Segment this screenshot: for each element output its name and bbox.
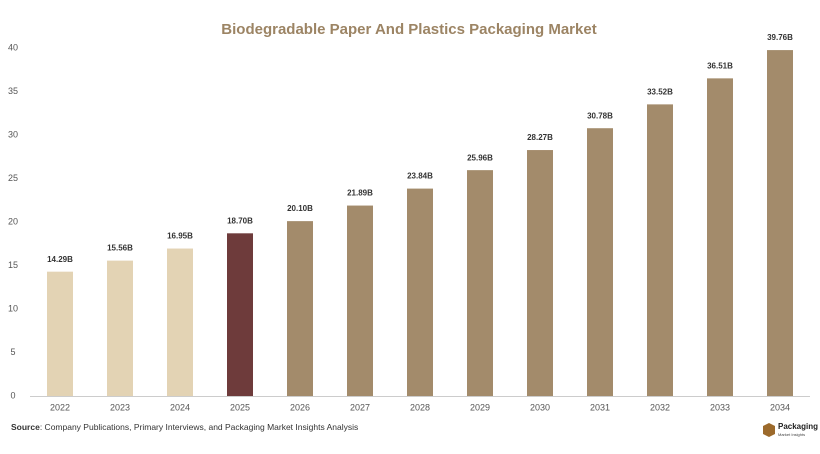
x-tick-label: 2034: [770, 402, 790, 412]
logo-icon: [763, 423, 775, 437]
value-label: 28.27B: [527, 133, 553, 142]
x-tick-label: 2028: [410, 402, 430, 412]
y-tick-label: 35: [8, 86, 18, 96]
x-tick-label: 2022: [50, 402, 70, 412]
value-label: 23.84B: [407, 172, 433, 181]
value-label: 18.70B: [227, 216, 253, 225]
value-label: 33.52B: [647, 87, 673, 96]
y-tick-label: 40: [8, 42, 18, 52]
source: Source: Company Publications, Primary In…: [11, 422, 358, 432]
bar: [527, 150, 553, 396]
y-tick-label: 10: [8, 303, 18, 313]
bar: [287, 221, 313, 396]
x-tick-label: 2031: [590, 402, 610, 412]
value-label: 39.76B: [767, 33, 793, 42]
bar: [707, 78, 733, 396]
bar: [467, 170, 493, 396]
bar: [407, 188, 433, 396]
x-tick-label: 2026: [290, 402, 310, 412]
bar: [767, 50, 793, 396]
bar: [647, 104, 673, 396]
y-tick-label: 5: [10, 347, 15, 357]
source-label: Source: [11, 422, 40, 432]
x-tick-label: 2032: [650, 402, 670, 412]
y-tick-label: 15: [8, 260, 18, 270]
bar: [47, 271, 73, 396]
bar: [107, 260, 133, 396]
value-label: 36.51B: [707, 61, 733, 70]
bar: [167, 248, 193, 396]
value-label: 21.89B: [347, 189, 373, 198]
x-tick-label: 2029: [470, 402, 490, 412]
bar: [227, 233, 253, 396]
bar: [347, 205, 373, 396]
value-label: 25.96B: [467, 153, 493, 162]
logo-name: Packaging: [778, 422, 818, 431]
x-tick-label: 2023: [110, 402, 130, 412]
value-label: 15.56B: [107, 244, 133, 253]
source-text: : Company Publications, Primary Intervie…: [40, 422, 358, 432]
x-tick-label: 2033: [710, 402, 730, 412]
bar: [587, 128, 613, 397]
chart-title: Biodegradable Paper And Plastics Packagi…: [221, 21, 596, 38]
y-tick-label: 25: [8, 173, 18, 183]
y-tick-label: 30: [8, 129, 18, 139]
y-tick-label: 20: [8, 216, 18, 226]
x-tick-label: 2030: [530, 402, 550, 412]
logo-sub: Market Insights: [778, 432, 805, 437]
x-tick-label: 2025: [230, 402, 250, 412]
x-tick-label: 2024: [170, 402, 190, 412]
value-label: 14.29B: [47, 255, 73, 264]
x-tick-label: 2027: [350, 402, 370, 412]
y-tick-label: 0: [10, 390, 15, 400]
value-label: 30.78B: [587, 111, 613, 120]
value-label: 16.95B: [167, 232, 193, 241]
value-label: 20.10B: [287, 204, 313, 213]
